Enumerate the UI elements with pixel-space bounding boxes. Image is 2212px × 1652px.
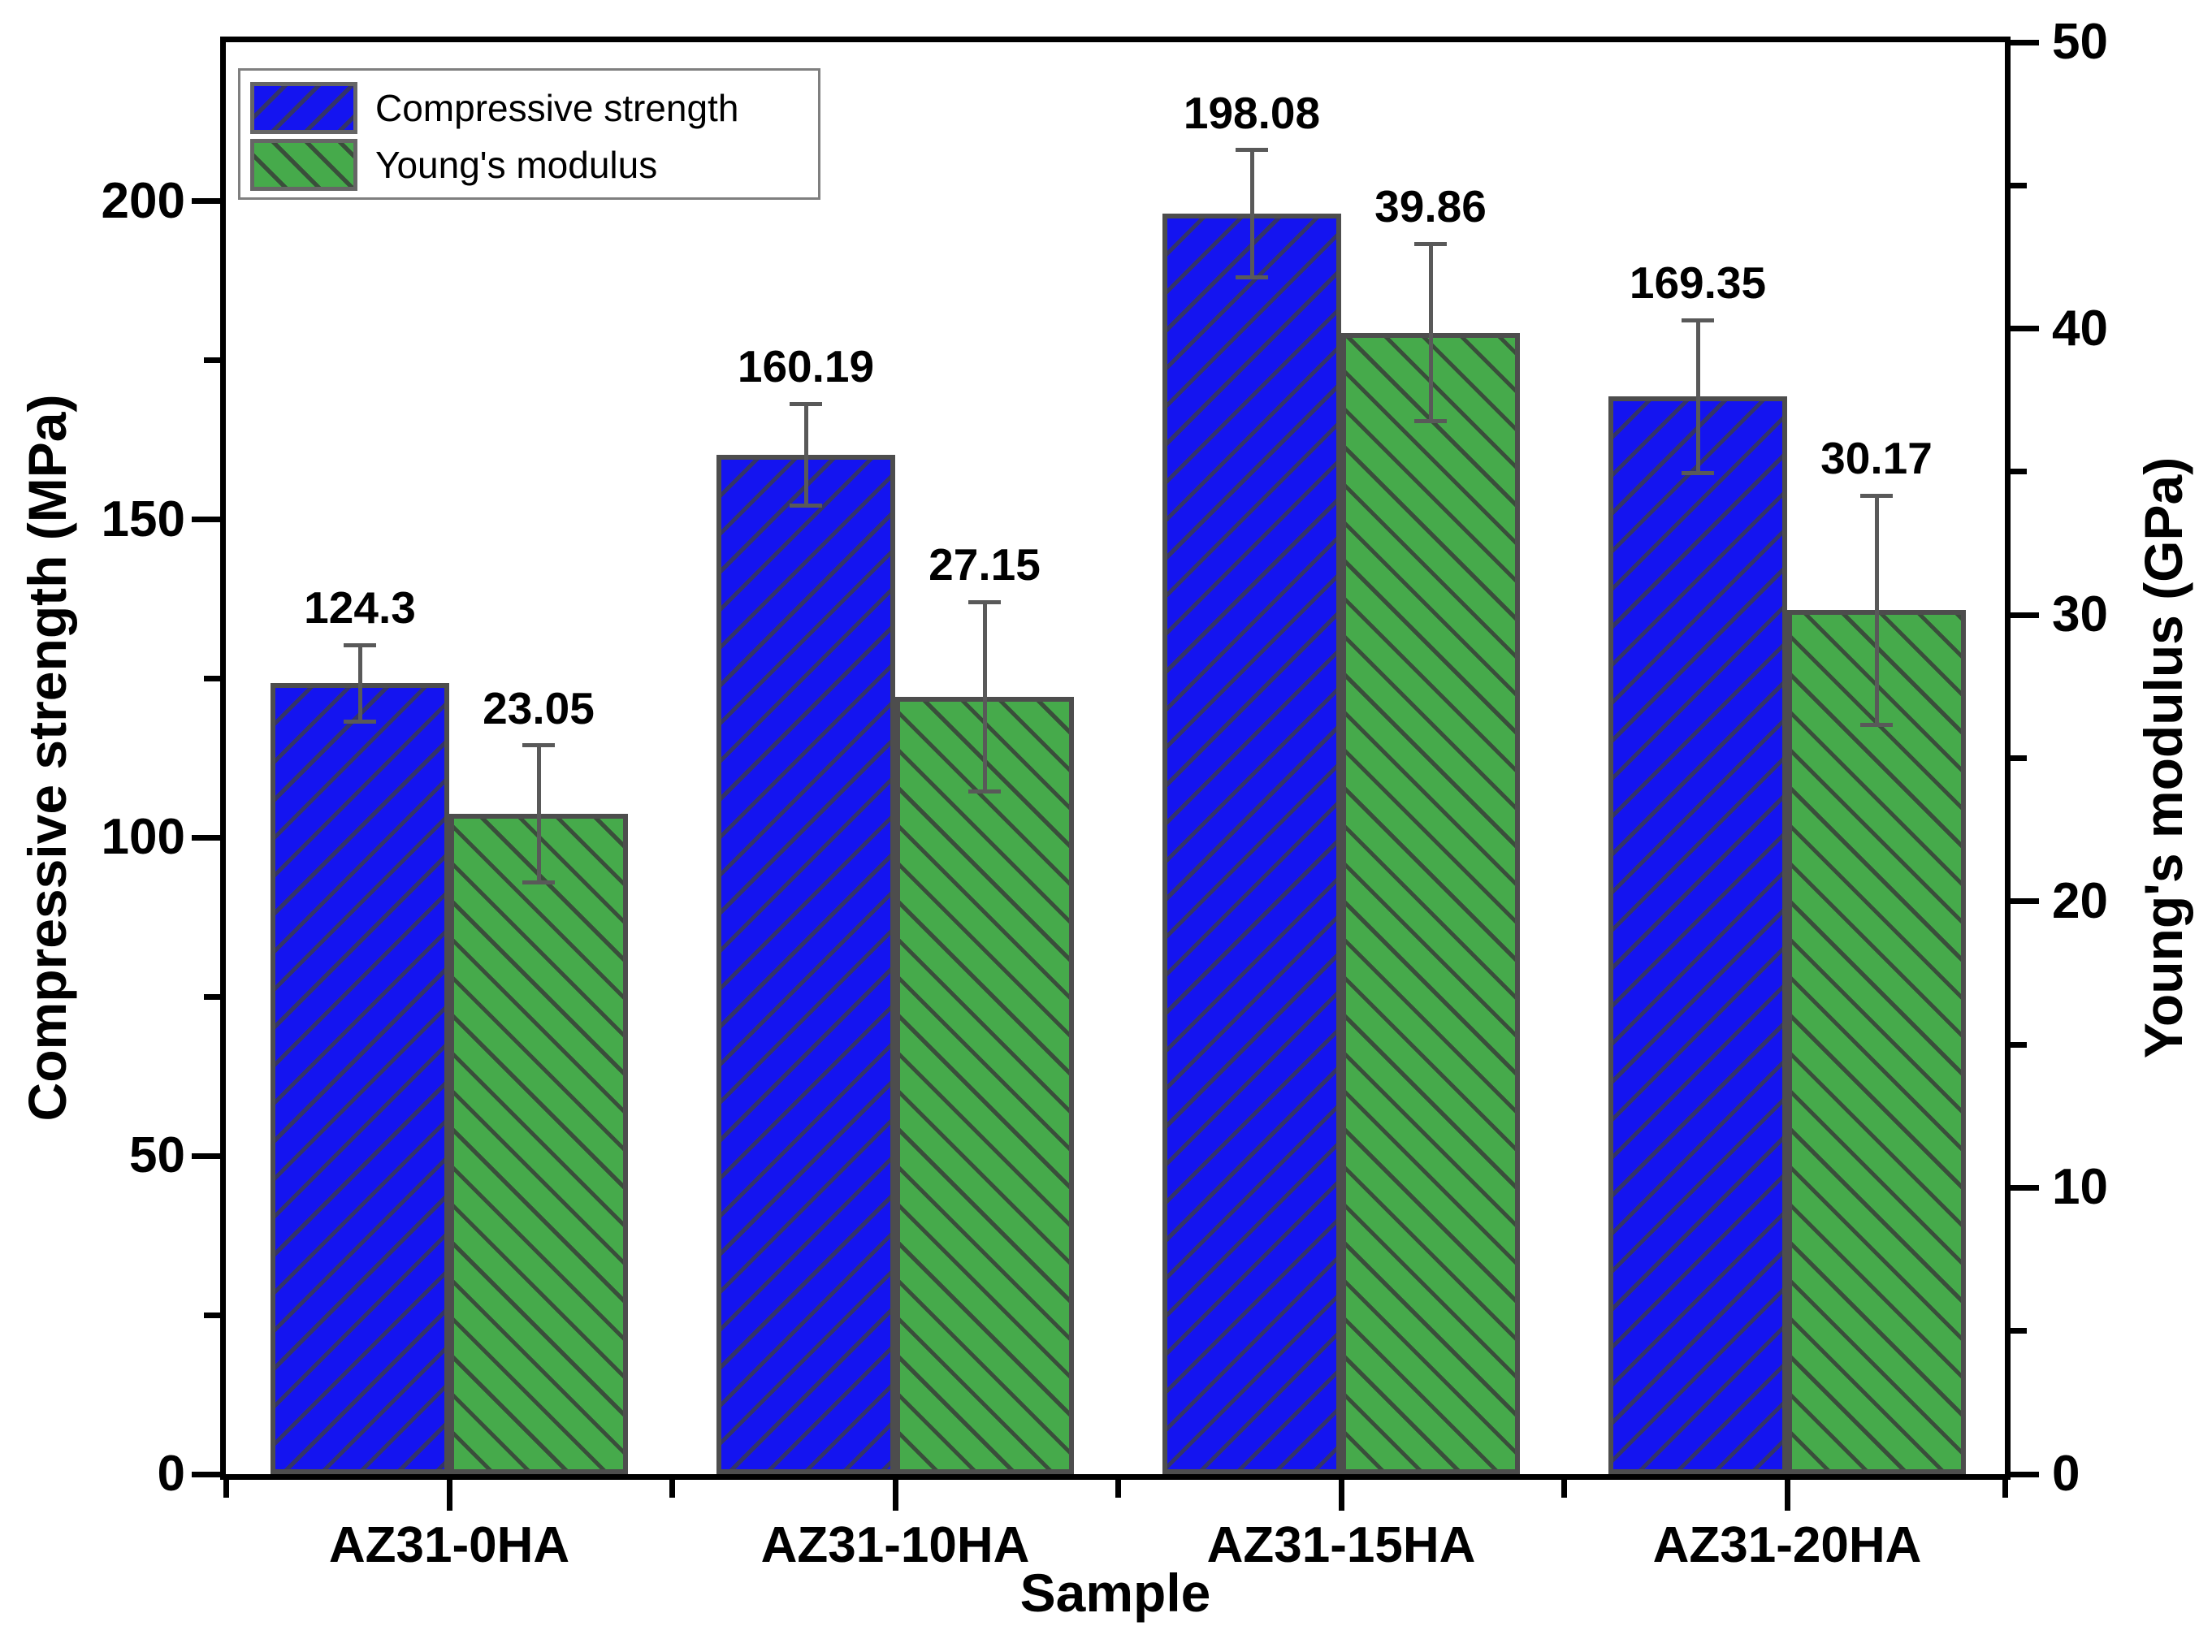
error-bar-line: [1249, 149, 1254, 278]
y-axis-left-tick-label: 0: [157, 1446, 185, 1502]
error-bar-line: [982, 602, 987, 792]
bar-compressive-strength-AZ31-0HA: [271, 683, 449, 1474]
y-axis-right-major-tick: [2011, 1184, 2039, 1191]
error-bar-line: [1428, 244, 1433, 422]
error-bar-cap-top: [1236, 148, 1268, 153]
error-bar-cap-top: [1860, 493, 1893, 498]
y-axis-right-tick-label: 0: [2052, 1446, 2080, 1502]
error-bar-cap-top: [790, 401, 822, 406]
x-axis-minor-tick: [1115, 1480, 1121, 1498]
y-axis-left-major-tick: [192, 1153, 220, 1159]
x-axis-major-tick: [1338, 1480, 1344, 1511]
legend-label: Young's modulus: [375, 144, 658, 186]
x-axis-minor-tick: [223, 1480, 229, 1498]
y-axis-right-minor-tick: [2011, 469, 2027, 475]
error-bar-cap-bottom: [1682, 470, 1714, 475]
x-axis-title: Sample: [1019, 1563, 1211, 1623]
legend-swatch-blue-hatch-icon: [250, 82, 357, 134]
error-bar-cap-bottom: [344, 719, 376, 724]
bar-compressive-strength-AZ31-10HA: [716, 454, 895, 1474]
y-axis-left-minor-tick: [204, 357, 220, 364]
x-axis-minor-tick: [1561, 1480, 1567, 1498]
error-bar-cap-bottom: [1414, 419, 1447, 424]
bar-value-label: 160.19: [737, 341, 875, 392]
bar-youngs-modulus-AZ31-20HA: [1787, 610, 1966, 1474]
y-axis-left-minor-tick: [204, 676, 220, 682]
bar-compressive-strength-AZ31-15HA: [1162, 213, 1341, 1474]
x-axis-minor-tick: [2002, 1480, 2008, 1498]
bar-value-label: 30.17: [1820, 433, 1933, 484]
y-axis-right-minor-tick: [2011, 755, 2027, 761]
error-bar-cap-bottom: [1860, 722, 1893, 727]
y-axis-left-major-tick: [192, 1471, 220, 1477]
bar-value-label: 169.35: [1629, 257, 1767, 309]
x-axis-major-tick: [446, 1480, 452, 1511]
x-axis-category-label: AZ31-10HA: [760, 1517, 1030, 1573]
bar-youngs-modulus-AZ31-10HA: [895, 696, 1074, 1474]
error-bar-cap-top: [1414, 241, 1447, 246]
y-axis-left-tick-label: 50: [129, 1127, 185, 1184]
error-bar-line: [357, 645, 362, 722]
y-axis-left-minor-tick: [204, 1312, 220, 1318]
error-bar-cap-top: [968, 599, 1001, 604]
y-axis-left-tick-label: 200: [101, 172, 185, 229]
y-axis-right-tick-label: 50: [2052, 14, 2108, 70]
legend-item-compressive-strength: Compressive strength: [250, 82, 738, 134]
y-axis-left-major-tick: [192, 198, 220, 205]
error-bar-cap-top: [344, 642, 376, 647]
x-axis-category-label: AZ31-20HA: [1652, 1517, 1922, 1573]
y-axis-title-left: Compressive strength (MPa): [17, 394, 77, 1122]
x-axis-major-tick: [892, 1480, 898, 1511]
legend-swatch-green-hatch-icon: [250, 139, 357, 191]
error-bar-line: [1695, 320, 1700, 474]
error-bar-cap-bottom: [968, 789, 1001, 794]
y-axis-left-major-tick: [192, 834, 220, 841]
y-axis-right-tick-label: 10: [2052, 1159, 2108, 1216]
x-axis-category-label: AZ31-0HA: [328, 1517, 570, 1573]
legend-item-youngs-modulus: Young's modulus: [250, 139, 657, 191]
y-axis-right-major-tick: [2011, 898, 2039, 905]
x-axis-major-tick: [1784, 1480, 1790, 1511]
x-axis-minor-tick: [669, 1480, 675, 1498]
y-axis-right-minor-tick: [2011, 1328, 2027, 1334]
error-bar-line: [1874, 495, 1879, 725]
error-bar-cap-top: [1682, 318, 1714, 322]
y-axis-right-minor-tick: [2011, 1041, 2027, 1048]
y-axis-right-major-tick: [2011, 612, 2039, 618]
error-bar-cap-bottom: [790, 504, 822, 508]
bar-value-label: 27.15: [929, 539, 1041, 590]
bar-compressive-strength-AZ31-20HA: [1608, 396, 1787, 1474]
y-axis-right-major-tick: [2011, 39, 2039, 45]
y-axis-right-tick-label: 30: [2052, 586, 2108, 643]
legend: Compressive strength Young's modulus: [238, 68, 820, 200]
bar-value-label: 23.05: [483, 682, 595, 733]
y-axis-left-tick-label: 100: [101, 809, 185, 866]
error-bar-line: [803, 404, 808, 506]
error-bar-cap-bottom: [1236, 275, 1268, 279]
y-axis-left-major-tick: [192, 517, 220, 523]
y-axis-left-tick-label: 150: [101, 491, 185, 547]
y-axis-right-tick-label: 40: [2052, 300, 2108, 357]
bar-value-label: 39.86: [1374, 181, 1487, 232]
error-bar-line: [536, 745, 541, 883]
y-axis-right-major-tick: [2011, 1471, 2039, 1477]
bar-youngs-modulus-AZ31-0HA: [449, 814, 628, 1474]
bar-youngs-modulus-AZ31-15HA: [1341, 332, 1520, 1474]
error-bar-cap-top: [522, 743, 555, 748]
y-axis-left-minor-tick: [204, 993, 220, 1000]
x-axis-category-label: AZ31-15HA: [1206, 1517, 1476, 1573]
error-bar-cap-bottom: [522, 880, 555, 885]
y-axis-title-right: Young's modulus (GPa): [2133, 456, 2193, 1059]
y-axis-right-major-tick: [2011, 326, 2039, 332]
y-axis-right-minor-tick: [2011, 182, 2027, 188]
bar-value-label: 198.08: [1183, 87, 1321, 138]
bar-value-label: 124.3: [304, 582, 416, 634]
legend-label: Compressive strength: [375, 87, 739, 129]
y-axis-right-tick-label: 20: [2052, 872, 2108, 929]
